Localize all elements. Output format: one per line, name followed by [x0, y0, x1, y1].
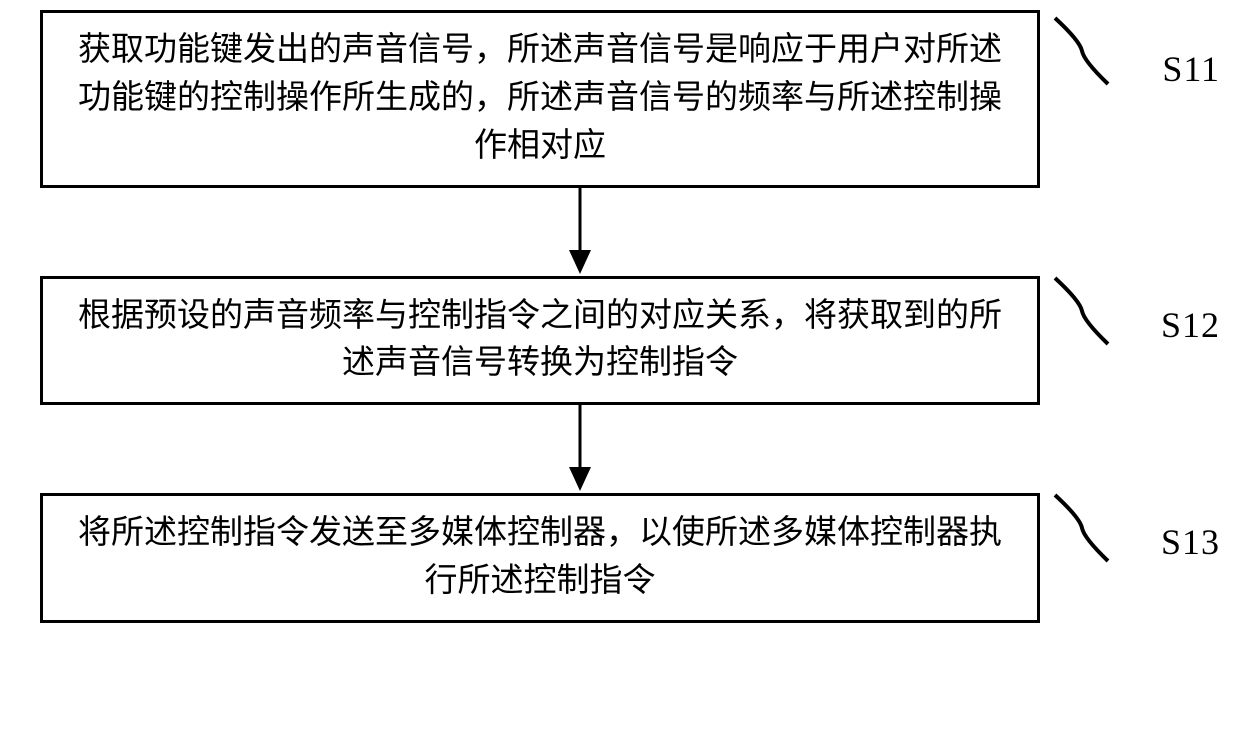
step-s13-box: 将所述控制指令发送至多媒体控制器，以使所述多媒体控制器执行所述控制指令	[40, 493, 1040, 623]
step-s13-bracket	[1050, 493, 1110, 563]
step-s12-wrap: 根据预设的声音频率与控制指令之间的对应关系，将获取到的所述声音信号转换为控制指令…	[40, 276, 1200, 406]
arrow-s12-s13	[40, 405, 1200, 493]
step-s13-label: S13	[1161, 521, 1220, 563]
step-s11-label: S11	[1162, 48, 1220, 90]
step-s12-text: 根据预设的声音频率与控制指令之间的对应关系，将获取到的所述声音信号转换为控制指令	[73, 293, 1007, 389]
step-s11-box: 获取功能键发出的声音信号，所述声音信号是响应于用户对所述功能键的控制操作所生成的…	[40, 10, 1040, 188]
arrow-s11-s12	[40, 188, 1200, 276]
step-s12-label: S12	[1161, 304, 1220, 346]
step-s12-bracket	[1050, 276, 1110, 346]
step-s11-wrap: 获取功能键发出的声音信号，所述声音信号是响应于用户对所述功能键的控制操作所生成的…	[40, 10, 1200, 188]
step-s13-wrap: 将所述控制指令发送至多媒体控制器，以使所述多媒体控制器执行所述控制指令 S13	[40, 493, 1200, 623]
step-s11-text: 获取功能键发出的声音信号，所述声音信号是响应于用户对所述功能键的控制操作所生成的…	[78, 32, 1002, 164]
step-s12-box: 根据预设的声音频率与控制指令之间的对应关系，将获取到的所述声音信号转换为控制指令	[40, 276, 1040, 406]
step-s13-text: 将所述控制指令发送至多媒体控制器，以使所述多媒体控制器执行所述控制指令	[73, 510, 1007, 606]
flowchart-container: 获取功能键发出的声音信号，所述声音信号是响应于用户对所述功能键的控制操作所生成的…	[40, 10, 1200, 623]
step-s11-bracket	[1050, 16, 1110, 86]
